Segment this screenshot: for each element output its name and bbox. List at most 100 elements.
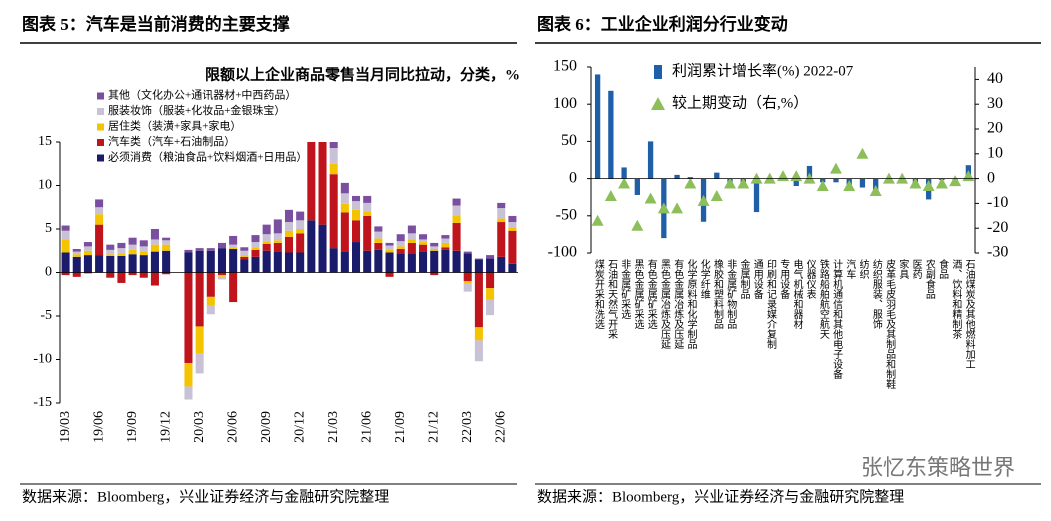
- bar-segment: [452, 215, 461, 223]
- bar-segment: [117, 255, 126, 273]
- bar-segment: [139, 272, 148, 278]
- bar-segment: [340, 203, 349, 213]
- bar-segment: [452, 250, 461, 273]
- bar-segment: [419, 239, 428, 243]
- bar-segment: [61, 239, 70, 253]
- bar-segment: [95, 214, 104, 225]
- x-tick-label: 酒、饮料和精制茶: [950, 259, 962, 339]
- bar-segment: [262, 234, 271, 242]
- bar-segment: [363, 215, 372, 251]
- bar-segment: [474, 340, 483, 362]
- bar-segment: [162, 240, 171, 245]
- x-tick-label: 石油和天然气开采: [606, 259, 618, 340]
- x-tick-label: 通用设备: [751, 259, 763, 300]
- bar-segment: [352, 242, 361, 273]
- bar-segment: [363, 250, 372, 273]
- bar-segment: [240, 259, 249, 273]
- x-tick-label: 20/03: [192, 411, 207, 443]
- bar-segment: [396, 241, 405, 247]
- bar-segment: [95, 255, 104, 273]
- bar-segment: [83, 272, 92, 274]
- bar-segment: [307, 85, 315, 107]
- bar-segment: [486, 258, 495, 273]
- x-tick-label: 农副食品: [923, 258, 935, 300]
- bar-segment: [374, 231, 383, 239]
- bar-segment: [83, 246, 92, 251]
- bar-segment: [217, 275, 226, 277]
- bar-segment: [251, 247, 260, 250]
- bar-segment: [363, 195, 372, 203]
- triangle-marker: [684, 177, 697, 189]
- bar-segment: [229, 247, 238, 250]
- bar-segment: [307, 142, 316, 221]
- bar-segment: [352, 209, 361, 221]
- bar-segment: [407, 233, 416, 240]
- triangle-marker: [856, 147, 869, 159]
- legend-swatch: [651, 97, 665, 110]
- x-tick-label: 黑色金属冶炼及压延: [659, 259, 671, 350]
- bar-segment: [229, 249, 238, 273]
- bar-segment: [284, 230, 294, 237]
- bar-segment: [284, 252, 294, 273]
- bar-segment: [184, 272, 193, 363]
- bar-segment: [117, 248, 126, 254]
- x-tick-label: 22/06: [493, 411, 508, 443]
- x-tick-label: 22/03: [460, 411, 475, 443]
- bar-segment: [296, 233, 305, 253]
- triangle-marker: [843, 180, 856, 192]
- bar-segment: [240, 256, 249, 260]
- bar-segment: [162, 237, 171, 241]
- bar-segment: [430, 249, 439, 251]
- bar-segment: [150, 244, 159, 252]
- bar-segment: [206, 296, 215, 306]
- bar-segment: [128, 249, 137, 255]
- y-tick-label: -50: [556, 206, 577, 223]
- bar-segment: [229, 235, 238, 245]
- bar-segment: [385, 272, 394, 277]
- bar-segment: [139, 251, 148, 256]
- legend-swatch: [97, 154, 104, 162]
- bar-segment: [340, 251, 349, 273]
- bar: [753, 178, 760, 213]
- bar-segment: [206, 248, 215, 251]
- x-tick-label: 19/12: [158, 411, 173, 443]
- bar-segment: [318, 94, 326, 111]
- bar-segment: [307, 46, 315, 63]
- x-tick-label: 有色金属矿采选: [645, 258, 657, 330]
- triangle-marker: [697, 194, 710, 206]
- bar-segment: [463, 251, 472, 254]
- x-tick-label: 21/06: [359, 411, 374, 443]
- bar-segment: [419, 234, 428, 240]
- x-tick-label: 19/03: [58, 411, 73, 443]
- y2-tick-label: -10: [987, 194, 1008, 211]
- bar-segment: [128, 254, 137, 273]
- bar-segment: [195, 272, 204, 327]
- bar-segment: [95, 199, 104, 208]
- bar-segment: [452, 222, 461, 251]
- bar-segment: [262, 243, 271, 251]
- bar-segment: [217, 248, 226, 273]
- bar-segment: [217, 242, 226, 249]
- bar-segment: [184, 386, 193, 400]
- bar-segment: [106, 244, 115, 250]
- bar-segment: [363, 211, 372, 216]
- bar-segment: [162, 250, 171, 273]
- bar-segment: [262, 250, 271, 273]
- x-tick-label: 20/09: [259, 411, 274, 443]
- bar-segment: [195, 326, 204, 354]
- triangle-marker: [644, 192, 657, 204]
- x-tick-label: 铁路船舶航空航天: [817, 258, 829, 340]
- bar-segment: [284, 209, 294, 223]
- bar-segment: [117, 242, 126, 249]
- bar-segment: [296, 229, 305, 234]
- legend-swatch: [97, 139, 104, 146]
- triangle-marker: [896, 172, 909, 184]
- bar-segment: [486, 299, 495, 316]
- bar-segment: [72, 249, 81, 252]
- bar-segment: [474, 259, 483, 273]
- bar-segment: [139, 246, 148, 252]
- bar-segment: [486, 255, 495, 259]
- bar-segment: [195, 353, 204, 374]
- x-tick-label: 汽车: [844, 258, 856, 280]
